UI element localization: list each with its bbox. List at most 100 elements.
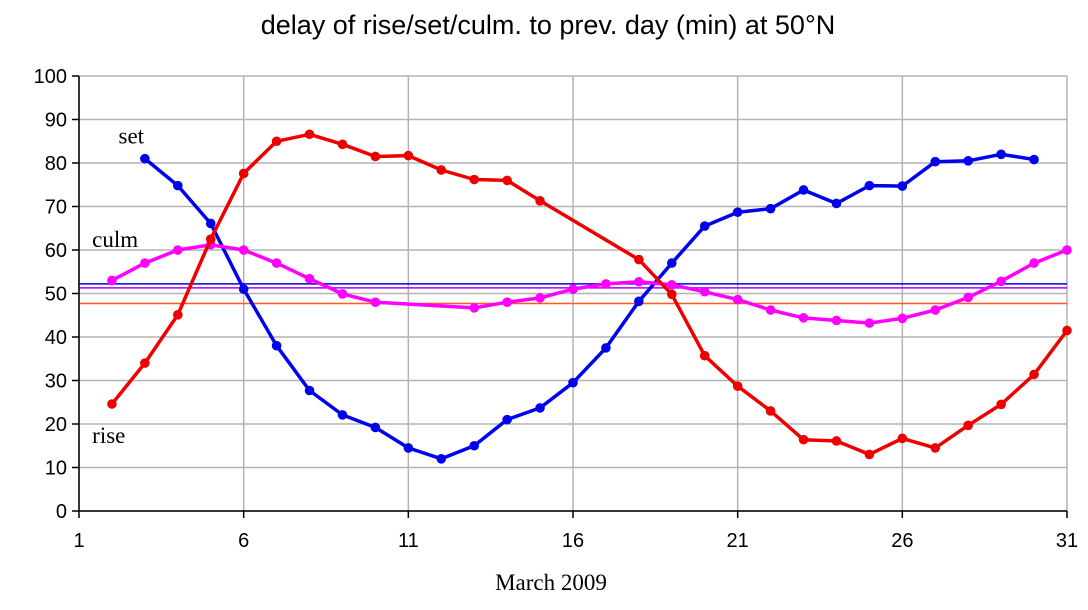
data-point-culm: [271, 258, 282, 268]
data-point-culm: [370, 297, 381, 308]
data-point-rise: [535, 196, 545, 206]
x-axis-tick-labels: 1 6 11 16 21 26 31: [73, 530, 1078, 552]
data-point-set: [469, 440, 480, 451]
data-point-culm: [502, 297, 512, 308]
y-tick-label: 10: [45, 458, 67, 480]
data-point-set: [205, 218, 216, 229]
data-point-set: [436, 454, 447, 464]
data-point-culm: [304, 273, 315, 284]
x-tick-label: 1: [73, 530, 84, 552]
data-point-rise: [436, 165, 447, 175]
data-point-rise: [963, 420, 973, 431]
y-tick-label: 90: [45, 110, 67, 132]
data-point-set: [271, 340, 282, 351]
series-labels: set culm rise: [92, 123, 145, 448]
y-tick-label: 70: [45, 197, 67, 219]
data-point-rise: [864, 449, 875, 460]
data-point-set: [403, 443, 414, 453]
series-label-culm: culm: [92, 227, 138, 252]
y-axis-tick-labels: 0 10 20 30 40 50 60 70 80 90 100: [34, 66, 67, 523]
data-point-culm: [831, 315, 842, 326]
series-label-set: set: [119, 123, 145, 148]
data-point-set: [963, 156, 973, 166]
data-point-set: [667, 258, 677, 268]
x-axis-label: March 2009: [495, 570, 607, 595]
data-point-rise: [897, 433, 908, 444]
data-point-rise: [765, 406, 776, 416]
data-point-rise: [667, 289, 677, 300]
data-point-set: [502, 414, 512, 425]
data-point-culm: [963, 292, 973, 303]
data-point-culm: [140, 258, 150, 268]
data-point-rise: [996, 399, 1006, 410]
data-point-culm: [667, 280, 677, 290]
data-point-rise: [370, 151, 381, 162]
data-point-set: [798, 185, 809, 195]
data-point-rise: [337, 139, 348, 150]
data-point-rise: [140, 358, 150, 368]
data-point-set: [996, 149, 1006, 160]
x-tick-label: 6: [238, 530, 249, 552]
data-point-culm: [765, 305, 776, 315]
data-point-rise: [238, 168, 249, 179]
data-point-set: [304, 385, 315, 396]
data-point-rise: [205, 234, 216, 244]
x-tick-label: 21: [727, 530, 749, 552]
data-point-set: [1029, 154, 1039, 165]
y-tick-label: 60: [45, 240, 67, 262]
data-point-culm: [601, 279, 611, 289]
series-rise: [107, 129, 1072, 460]
y-tick-label: 80: [45, 153, 67, 175]
data-point-set: [140, 153, 150, 164]
data-point-set: [930, 156, 941, 167]
series-line-culm: [111, 243, 1068, 325]
data-point-set: [337, 410, 348, 420]
x-tick-label: 11: [398, 530, 419, 552]
data-point-culm: [699, 286, 710, 297]
data-point-set: [699, 221, 710, 231]
data-point-rise: [634, 254, 644, 265]
series-set: [140, 149, 1039, 464]
data-point-set: [897, 181, 908, 191]
data-point-set: [634, 296, 644, 307]
data-point-set: [535, 403, 545, 413]
data-point-culm: [107, 275, 117, 286]
y-tick-label: 0: [56, 501, 67, 523]
data-point-rise: [502, 175, 512, 186]
data-point-set: [370, 422, 381, 433]
series-culm: [107, 239, 1072, 328]
y-tick-label: 100: [34, 66, 67, 88]
data-point-set: [732, 207, 743, 217]
y-tick-label: 40: [45, 327, 67, 349]
data-point-culm: [469, 303, 480, 313]
data-point-rise: [469, 174, 480, 185]
data-point-set: [765, 203, 776, 214]
data-point-culm: [1029, 258, 1039, 268]
data-point-rise: [403, 150, 414, 161]
data-point-culm: [634, 276, 644, 287]
axes: [72, 75, 1068, 518]
data-point-set: [864, 180, 875, 191]
y-tick-label: 30: [45, 371, 67, 393]
data-point-culm: [798, 313, 809, 323]
data-point-culm: [238, 245, 249, 255]
data-point-culm: [1062, 245, 1072, 255]
data-point-rise: [271, 136, 282, 147]
x-tick-label: 16: [562, 530, 584, 552]
series-line-rise: [110, 132, 1069, 457]
data-point-set: [601, 343, 611, 353]
data-point-culm: [732, 294, 743, 305]
data-point-set: [238, 284, 249, 294]
data-point-culm: [930, 305, 941, 315]
data-point-rise: [304, 129, 315, 140]
series-label-rise: rise: [92, 423, 125, 448]
data-point-culm: [535, 293, 545, 303]
data-point-set: [173, 180, 183, 191]
data-point-culm: [568, 284, 578, 294]
data-point-rise: [1029, 369, 1039, 380]
data-point-rise: [1062, 325, 1072, 336]
data-point-rise: [173, 310, 183, 320]
x-tick-label: 26: [891, 530, 913, 552]
data-point-culm: [337, 289, 348, 299]
